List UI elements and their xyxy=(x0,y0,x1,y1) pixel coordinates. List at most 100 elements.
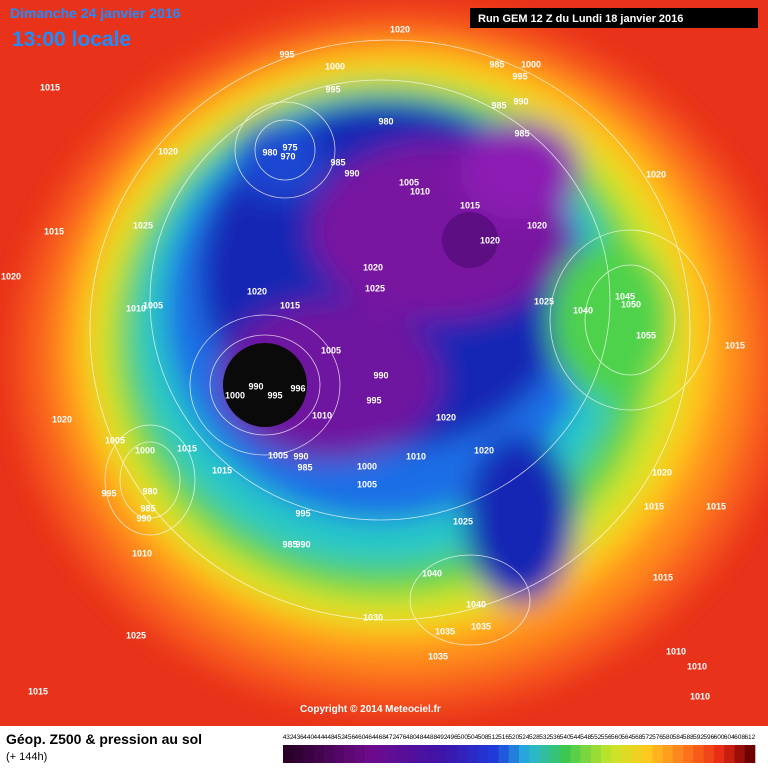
scale-swatch xyxy=(672,745,684,763)
scale-label: 584 xyxy=(673,734,684,741)
scale-swatch xyxy=(508,745,520,763)
scale-label: 476 xyxy=(396,734,407,741)
map-background xyxy=(0,0,768,726)
scale-swatch xyxy=(426,745,438,763)
pressure-label: 1010 xyxy=(410,186,430,196)
pressure-label: 995 xyxy=(295,508,310,518)
scale-swatch xyxy=(488,745,499,763)
pressure-label: 1010 xyxy=(406,451,426,461)
pressure-label: 985 xyxy=(140,503,155,513)
pressure-label: 1020 xyxy=(480,235,500,245)
pressure-label: 1010 xyxy=(687,661,707,671)
pressure-label: 1000 xyxy=(135,445,155,455)
pressure-label: 1000 xyxy=(325,61,345,71)
pressure-label: 990 xyxy=(513,96,528,106)
pressure-label: 980 xyxy=(262,147,277,157)
scale-label: 544 xyxy=(570,734,581,741)
scale-label: 452 xyxy=(334,734,345,741)
scale-swatch xyxy=(519,745,530,763)
pressure-label: 990 xyxy=(295,539,310,549)
pressure-label: 980 xyxy=(142,486,157,496)
scale-label: 572 xyxy=(642,734,653,741)
scale-label: 560 xyxy=(611,734,622,741)
pressure-label: 1005 xyxy=(143,300,163,310)
scale-label: 448 xyxy=(324,734,335,741)
pressure-label: 995 xyxy=(101,488,116,498)
scale-swatch xyxy=(344,745,356,763)
scale-swatch xyxy=(477,745,489,763)
pressure-label: 1015 xyxy=(44,226,64,236)
pressure-label: 1000 xyxy=(521,59,541,69)
scale-swatch xyxy=(283,745,294,763)
pressure-label: 985 xyxy=(282,539,297,549)
pressure-label: 985 xyxy=(491,100,506,110)
scale-label: 552 xyxy=(591,734,602,741)
scale-label: 488 xyxy=(426,734,437,741)
pressure-label: 1055 xyxy=(636,330,656,340)
pressure-label: 1025 xyxy=(365,283,385,293)
pressure-label: 1015 xyxy=(212,465,232,475)
pressure-label: 1020 xyxy=(436,412,456,422)
scale-swatch xyxy=(303,745,315,763)
scale-label: 588 xyxy=(683,734,694,741)
scale-label: 608 xyxy=(734,734,745,741)
scale-swatch xyxy=(293,745,304,763)
scale-label: 432 xyxy=(283,734,294,741)
pressure-label: 1025 xyxy=(453,516,473,526)
map-date: Dimanche 24 janvier 2016 xyxy=(10,5,181,21)
color-scale: 432 436 440 444 448 452 456 460 464 468 472 476 480 4… xyxy=(283,734,756,763)
pressure-label: 995 xyxy=(279,49,294,59)
pressure-label: 1020 xyxy=(390,24,410,34)
scale-swatch xyxy=(652,745,663,763)
pressure-label: 980 xyxy=(378,116,393,126)
scale-swatch xyxy=(313,745,325,763)
copyright: Copyright © 2014 Meteociel.fr xyxy=(300,704,441,715)
pressure-label: 1015 xyxy=(177,443,197,453)
pressure-label: 1015 xyxy=(725,340,745,350)
legend-title: Géop. Z500 & pression au sol xyxy=(6,731,202,747)
scale-label: 508 xyxy=(478,734,489,741)
pressure-label: 1020 xyxy=(652,467,672,477)
scale-label: 472 xyxy=(385,734,396,741)
scale-label: 540 xyxy=(560,734,571,741)
scale-label: 532 xyxy=(539,734,550,741)
scale-swatch xyxy=(324,745,335,763)
run-box xyxy=(470,8,758,28)
pressure-label: 1025 xyxy=(133,220,153,230)
pressure-label: 1035 xyxy=(428,651,448,661)
scale-swatch xyxy=(529,745,540,763)
scale-label: 600 xyxy=(714,734,725,741)
scale-label: 460 xyxy=(355,734,366,741)
pressure-label: 1035 xyxy=(471,621,491,631)
scale-label: 568 xyxy=(632,734,643,741)
pressure-label: 1020 xyxy=(363,262,383,272)
scale-swatch xyxy=(693,745,704,763)
scale-swatch xyxy=(631,745,643,763)
scale-swatch xyxy=(642,745,653,763)
scale-label: 576 xyxy=(652,734,663,741)
pressure-label: 1000 xyxy=(225,390,245,400)
pressure-label: 1020 xyxy=(52,414,72,424)
scale-swatch xyxy=(457,745,468,763)
scale-label: 596 xyxy=(703,734,714,741)
run-info: Run GEM 12 Z du Lundi 18 janvier 2016 xyxy=(478,13,683,25)
pressure-label: 1040 xyxy=(573,305,593,315)
scale-swatch xyxy=(385,745,397,763)
scale-label: 580 xyxy=(662,734,673,741)
scale-swatch xyxy=(560,745,571,763)
scale-label: 444 xyxy=(313,734,324,741)
scale-swatch xyxy=(703,745,715,763)
pressure-label: 1020 xyxy=(1,271,21,281)
scale-swatch xyxy=(683,745,694,763)
scale-label: 436 xyxy=(293,734,304,741)
pressure-label: 990 xyxy=(136,513,151,523)
scale-swatch xyxy=(580,745,592,763)
scale-label: 440 xyxy=(303,734,314,741)
scale-swatch xyxy=(621,745,633,763)
scale-swatch xyxy=(334,745,345,763)
pressure-label: 1010 xyxy=(690,691,710,701)
pressure-label: 990 xyxy=(293,451,308,461)
scale-swatch xyxy=(375,745,386,763)
scale-swatch xyxy=(549,745,561,763)
